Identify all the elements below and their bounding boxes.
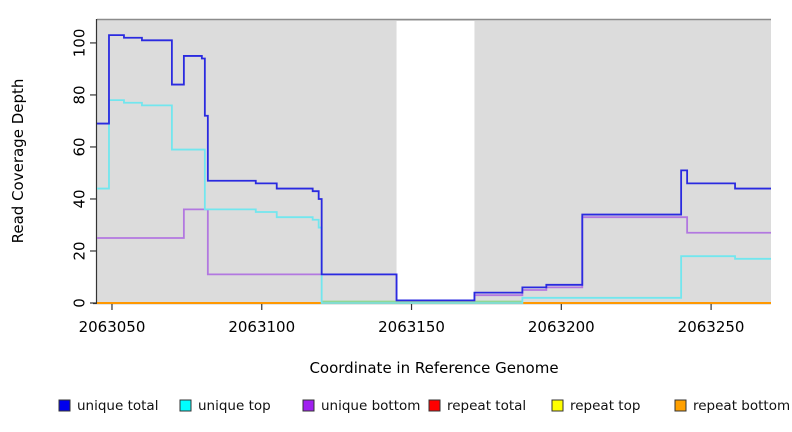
legend-swatch-4 <box>551 399 564 412</box>
legend-label-5: repeat bottom <box>693 398 790 414</box>
legend-label-4: repeat top <box>570 398 640 414</box>
series-line-unique-bottom <box>97 208 771 302</box>
gap-highlight-band <box>396 21 475 303</box>
legend-label-0: unique total <box>77 398 158 414</box>
legend-swatch-3 <box>428 399 441 412</box>
y-tick-label: 40 <box>71 189 89 208</box>
x-axis-title: Coordinate in Reference Genome <box>309 359 559 377</box>
legend-label-2: unique bottom <box>321 398 420 414</box>
x-tick-label: 2063200 <box>528 318 595 336</box>
legend-swatch-5 <box>674 399 687 412</box>
y-axis-title: Read Coverage Depth <box>9 78 27 244</box>
series-line-unique-top <box>97 99 771 304</box>
x-tick-label: 2063250 <box>678 318 745 336</box>
y-tick-label: 80 <box>71 85 89 104</box>
x-tick-label: 2063150 <box>378 318 445 336</box>
legend-swatch-2 <box>302 399 315 412</box>
y-tick-label: 20 <box>71 241 89 260</box>
legend-label-1: unique top <box>198 398 271 414</box>
series-line-unique-total <box>97 34 771 302</box>
legend-label-3: repeat total <box>447 398 526 414</box>
y-tick-label: 100 <box>71 29 89 58</box>
x-tick-label: 2063050 <box>79 318 146 336</box>
legend-swatch-1 <box>179 399 192 412</box>
y-tick-label: 60 <box>71 137 89 156</box>
y-tick-label: 0 <box>71 298 89 308</box>
x-tick-label: 2063100 <box>228 318 295 336</box>
legend-swatch-0 <box>58 399 71 412</box>
